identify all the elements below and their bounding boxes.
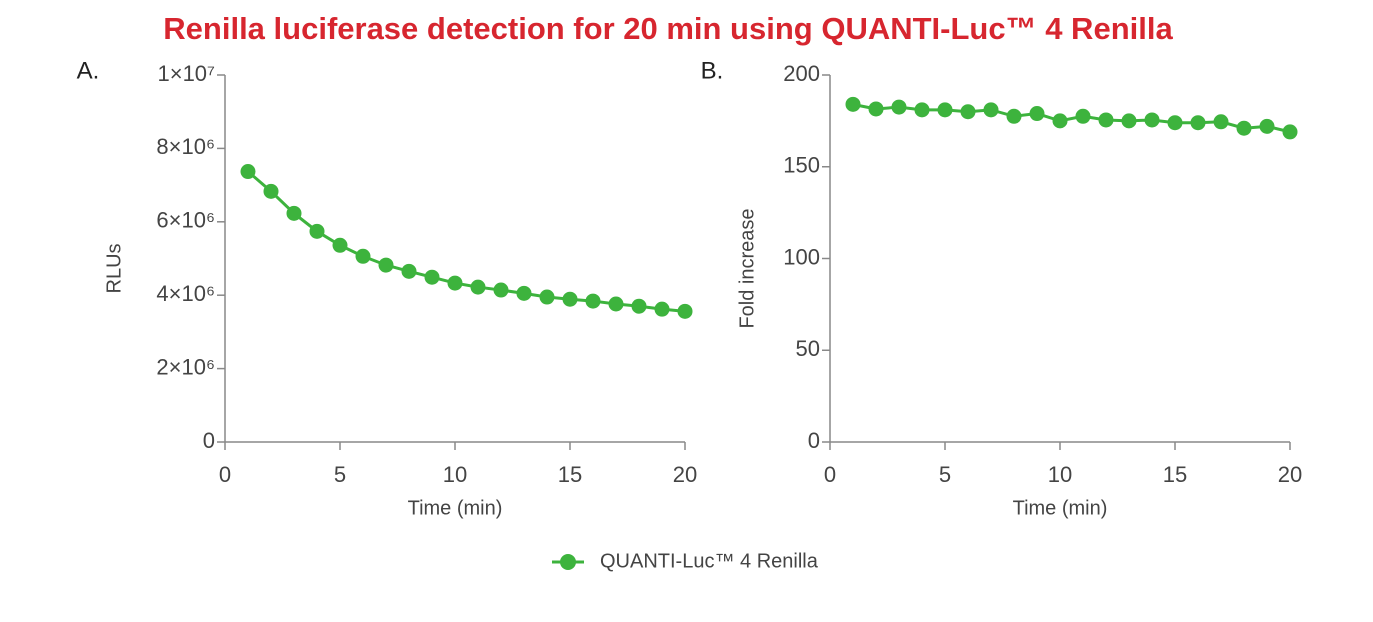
legend-marker	[560, 554, 576, 570]
y-tick-label: 4×10⁶	[156, 281, 215, 306]
data-point	[470, 279, 486, 295]
y-tick-label: 200	[783, 61, 820, 86]
data-point	[1213, 114, 1229, 130]
data-point	[585, 293, 601, 309]
x-tick-label: 10	[443, 462, 467, 487]
data-point	[1190, 115, 1206, 131]
data-point	[1259, 118, 1275, 134]
data-point	[1167, 115, 1183, 131]
data-point	[1029, 106, 1045, 122]
data-point	[868, 101, 884, 117]
series-line	[247, 170, 686, 313]
x-tick-label: 5	[334, 462, 346, 487]
y-tick-label: 8×10⁶	[156, 134, 215, 159]
y-tick-label: 1×10⁷	[157, 61, 215, 86]
panel-label: A.	[77, 57, 100, 84]
y-tick-label: 0	[808, 428, 820, 453]
y-axis-label: Fold increase	[736, 208, 758, 328]
y-tick-label: 0	[203, 428, 215, 453]
data-point	[378, 257, 394, 273]
data-point	[516, 285, 532, 301]
x-axis-label: Time (min)	[1013, 497, 1108, 519]
x-tick-label: 10	[1048, 462, 1072, 487]
x-tick-label: 0	[824, 462, 836, 487]
data-point	[631, 298, 647, 314]
data-point	[539, 289, 555, 305]
y-tick-label: 6×10⁶	[156, 208, 215, 233]
y-tick-label: 150	[783, 153, 820, 178]
data-point	[447, 275, 463, 291]
data-point	[493, 282, 509, 298]
data-point	[983, 102, 999, 118]
data-point	[401, 263, 417, 279]
data-point	[654, 301, 670, 317]
data-point	[1236, 120, 1252, 136]
figure-title: Renilla luciferase detection for 20 min …	[163, 11, 1173, 46]
x-tick-label: 20	[1278, 462, 1302, 487]
data-point	[937, 102, 953, 118]
data-point	[960, 104, 976, 120]
data-point	[891, 99, 907, 115]
panel-label: B.	[701, 57, 724, 84]
x-tick-label: 5	[939, 462, 951, 487]
data-point	[309, 223, 325, 239]
data-point	[1006, 108, 1022, 124]
data-point	[914, 102, 930, 118]
y-tick-label: 50	[796, 336, 820, 361]
data-point	[424, 269, 440, 285]
data-point	[1121, 113, 1137, 129]
data-point	[1052, 113, 1068, 129]
x-tick-label: 15	[558, 462, 582, 487]
data-point	[1075, 108, 1091, 124]
data-point	[562, 291, 578, 307]
data-point	[355, 248, 371, 264]
data-point	[677, 303, 693, 319]
y-tick-label: 100	[783, 244, 820, 269]
data-point	[332, 237, 348, 253]
data-point	[608, 296, 624, 312]
data-point	[263, 183, 279, 199]
data-point	[286, 205, 302, 221]
data-point	[240, 164, 256, 180]
x-tick-label: 20	[673, 462, 697, 487]
data-point	[1282, 124, 1298, 140]
y-tick-label: 2×10⁶	[156, 354, 215, 379]
y-axis-label: RLUs	[103, 243, 125, 293]
x-tick-label: 0	[219, 462, 231, 487]
data-point	[845, 96, 861, 112]
data-point	[1144, 112, 1160, 128]
x-axis-label: Time (min)	[408, 497, 503, 519]
legend-label: QUANTI-Luc™ 4 Renilla	[600, 550, 819, 572]
data-point	[1098, 112, 1114, 128]
x-tick-label: 15	[1163, 462, 1187, 487]
